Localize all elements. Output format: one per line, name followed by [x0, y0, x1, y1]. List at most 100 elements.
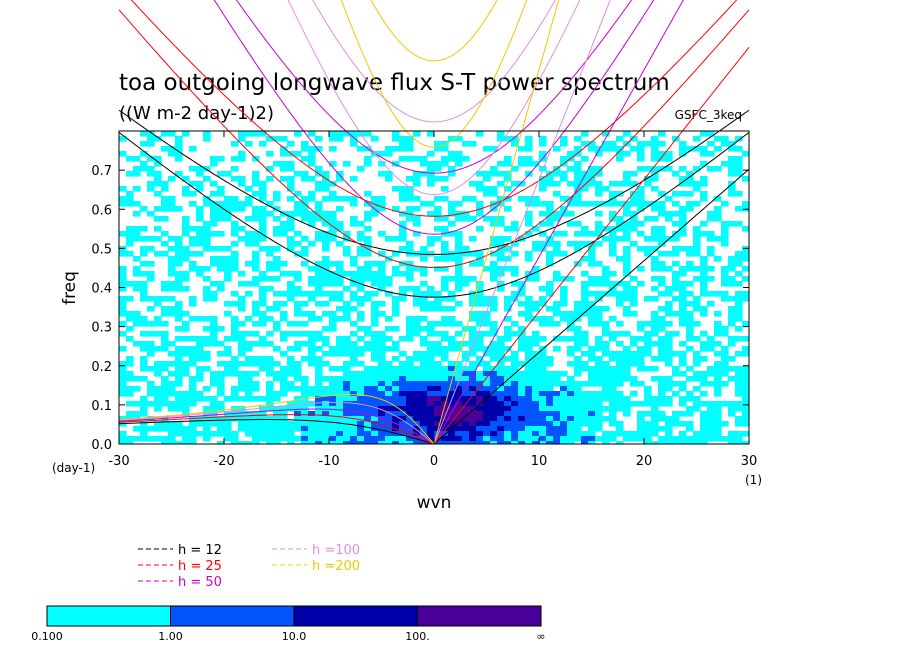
- contour-cell: [616, 226, 624, 232]
- contour-cell: [497, 391, 505, 397]
- contour-cell: [252, 211, 260, 217]
- contour-cell: [637, 421, 645, 427]
- contour-cell: [245, 361, 253, 367]
- contour-cell: [175, 366, 183, 372]
- contour-cell: [721, 366, 729, 372]
- contour-cell: [525, 146, 533, 152]
- contour-cell: [714, 326, 722, 332]
- contour-cell: [168, 431, 176, 437]
- legend-label: h =100: [312, 543, 360, 558]
- contour-cell: [329, 296, 337, 302]
- contour-cell: [336, 171, 344, 177]
- contour-cell: [504, 156, 512, 162]
- contour-cell: [539, 336, 547, 342]
- contour-cell: [490, 381, 498, 387]
- contour-cell: [189, 236, 197, 242]
- contour-cell: [707, 236, 715, 242]
- contour-cell: [532, 431, 540, 437]
- contour-cell: [329, 411, 337, 417]
- contour-cell: [371, 336, 379, 342]
- contour-cell: [665, 426, 673, 432]
- contour-cell: [203, 131, 211, 137]
- contour-cell: [413, 296, 421, 302]
- contour-cell: [154, 366, 162, 372]
- contour-cell: [630, 436, 638, 442]
- contour-cell: [133, 201, 141, 207]
- contour-cell: [707, 336, 715, 342]
- contour-cell: [238, 441, 246, 444]
- contour-cell: [196, 366, 204, 372]
- contour-cell: [399, 191, 407, 197]
- contour-cell: [525, 406, 533, 412]
- contour-cell: [217, 391, 225, 397]
- contour-cell: [287, 271, 295, 277]
- contour-cell: [651, 286, 659, 292]
- contour-cell: [238, 346, 246, 352]
- contour-cell: [623, 311, 631, 317]
- contour-cell: [532, 381, 540, 387]
- contour-cell: [483, 186, 491, 192]
- contour-cell: [609, 271, 617, 277]
- contour-cell: [252, 176, 260, 182]
- contour-cell: [231, 316, 239, 322]
- contour-cell: [553, 181, 561, 187]
- contour-cell: [217, 171, 225, 177]
- contour-cell: [308, 221, 316, 227]
- contour-cell: [175, 286, 183, 292]
- contour-cell: [588, 141, 596, 147]
- contour-cell: [686, 266, 694, 272]
- contour-cell: [154, 181, 162, 187]
- contour-cell: [210, 181, 218, 187]
- contour-cell: [294, 271, 302, 277]
- contour-cell: [728, 316, 736, 322]
- contour-cell: [567, 151, 575, 157]
- contour-cell: [427, 386, 435, 392]
- contour-cell: [231, 386, 239, 392]
- contour-cell: [658, 201, 666, 207]
- contour-cell: [469, 361, 477, 367]
- contour-cell: [546, 286, 554, 292]
- contour-cell: [343, 376, 351, 382]
- contour-cell: [308, 316, 316, 322]
- contour-cell: [399, 406, 407, 412]
- contour-cell: [147, 131, 155, 137]
- contour-cell: [175, 306, 183, 312]
- contour-cell: [441, 416, 449, 422]
- contour-cell: [469, 441, 477, 444]
- contour-cell: [161, 366, 169, 372]
- contour-cell: [483, 411, 491, 417]
- contour-cell: [133, 231, 141, 237]
- contour-cell: [322, 196, 330, 202]
- contour-cell: [154, 371, 162, 377]
- contour-cell: [364, 376, 372, 382]
- contour-cell: [175, 351, 183, 357]
- contour-cell: [588, 246, 596, 252]
- contour-cell: [280, 261, 288, 267]
- contour-cell: [420, 161, 428, 167]
- contour-cell: [350, 196, 358, 202]
- contour-cell: [602, 441, 610, 444]
- contour-cell: [700, 146, 708, 152]
- contour-cell: [707, 421, 715, 427]
- contour-cell: [504, 371, 512, 377]
- contour-cell: [273, 416, 281, 422]
- contour-cell: [413, 381, 421, 387]
- contour-cell: [469, 366, 477, 372]
- contour-cell: [329, 221, 337, 227]
- contour-cell: [175, 206, 183, 212]
- contour-cell: [679, 411, 687, 417]
- contour-cell: [266, 421, 274, 427]
- contour-cell: [336, 266, 344, 272]
- contour-cell: [140, 396, 148, 402]
- contour-cell: [700, 151, 708, 157]
- contour-cell: [735, 336, 743, 342]
- contour-cell: [406, 391, 414, 397]
- contour-cell: [294, 396, 302, 402]
- contour-cell: [574, 136, 582, 142]
- contour-cell: [434, 366, 442, 372]
- contour-cell: [567, 316, 575, 322]
- contour-cell: [525, 346, 533, 352]
- contour-cell: [189, 436, 197, 442]
- contour-cell: [301, 236, 309, 242]
- contour-cell: [609, 191, 617, 197]
